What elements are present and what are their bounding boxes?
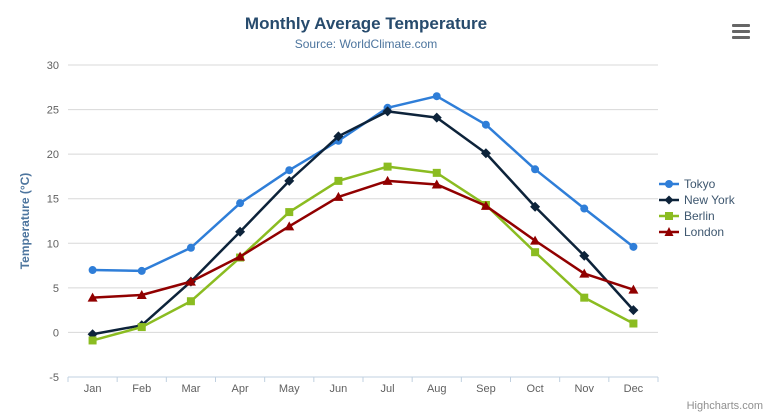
data-point-marker[interactable]	[431, 179, 442, 189]
data-point-marker[interactable]	[284, 221, 295, 231]
data-point-marker[interactable]	[285, 208, 294, 217]
x-axis-label: Nov	[574, 383, 594, 395]
x-axis-label: Oct	[527, 383, 544, 395]
data-point-marker[interactable]	[333, 131, 344, 142]
x-axis-label: May	[279, 383, 300, 395]
data-point-marker[interactable]	[382, 175, 393, 185]
data-point-marker[interactable]	[432, 168, 441, 177]
x-axis-label: Aug	[427, 383, 447, 395]
chart-subtitle: Source: WorldClimate.com	[294, 37, 438, 51]
data-point-marker[interactable]	[580, 293, 589, 302]
data-point-marker[interactable]	[629, 319, 638, 328]
hamburger-icon	[732, 29, 750, 33]
square-legend-marker-icon	[659, 212, 679, 220]
data-point-marker[interactable]	[530, 235, 541, 245]
data-point-marker[interactable]	[87, 292, 98, 302]
y-axis-label: 10	[47, 238, 59, 250]
y-axis-label: 0	[53, 327, 59, 339]
data-point-marker[interactable]	[629, 242, 638, 251]
y-axis-label: 15	[47, 194, 59, 206]
data-point-marker[interactable]	[531, 248, 540, 257]
data-point-marker[interactable]	[88, 266, 97, 275]
legend-item-label: London	[684, 225, 725, 239]
x-axis-label: Mar	[181, 383, 200, 395]
data-point-marker[interactable]	[382, 106, 393, 117]
y-axis-label: -5	[49, 372, 59, 384]
legend-item-berlin[interactable]: Berlin	[659, 208, 735, 224]
legend-item-tokyo[interactable]: Tokyo	[659, 176, 735, 192]
x-axis-label: Feb	[132, 383, 151, 395]
data-point-marker[interactable]	[628, 284, 639, 294]
data-point-marker[interactable]	[284, 175, 295, 186]
data-point-marker[interactable]	[186, 297, 195, 306]
legend: Tokyo New York Berlin London	[659, 176, 735, 240]
data-point-marker[interactable]	[579, 250, 590, 261]
y-axis-title: Temperature (°C)	[18, 172, 32, 270]
x-axis-label: Apr	[232, 383, 249, 395]
data-point-marker[interactable]	[628, 305, 639, 316]
triangle-legend-marker-icon	[659, 227, 679, 236]
data-point-marker[interactable]	[530, 201, 541, 212]
chart-title: Monthly Average Temperature	[244, 14, 488, 33]
y-axis-label: 5	[53, 283, 59, 295]
hamburger-icon	[732, 35, 750, 39]
data-point-marker[interactable]	[186, 243, 195, 252]
hamburger-icon	[732, 23, 750, 27]
data-point-marker[interactable]	[334, 176, 343, 185]
y-axis-label: 25	[47, 105, 59, 117]
series-line-new-york	[92, 110, 635, 336]
data-point-marker[interactable]	[481, 120, 490, 129]
legend-item-new-york[interactable]: New York	[659, 192, 735, 208]
legend-item-label: New York	[684, 193, 735, 207]
x-axis-label: Sep	[476, 383, 496, 395]
series-line-london	[92, 179, 634, 299]
data-point-marker[interactable]	[480, 200, 491, 210]
legend-item-label: Tokyo	[684, 177, 716, 191]
data-point-marker[interactable]	[235, 226, 246, 237]
data-point-marker[interactable]	[137, 323, 146, 332]
data-point-marker[interactable]	[185, 276, 196, 286]
data-point-marker[interactable]	[88, 336, 97, 345]
data-point-marker[interactable]	[137, 266, 146, 275]
series-line-berlin	[92, 165, 634, 342]
data-point-marker[interactable]	[136, 289, 147, 299]
credits-link[interactable]: Highcharts.com	[686, 400, 763, 412]
x-axis-label: Jul	[381, 383, 395, 395]
data-point-marker[interactable]	[580, 204, 589, 213]
diamond-legend-marker-icon	[659, 195, 679, 205]
x-axis-label: Jan	[84, 383, 102, 395]
data-point-marker[interactable]	[236, 199, 245, 208]
data-point-marker[interactable]	[579, 268, 590, 278]
data-point-marker[interactable]	[480, 148, 491, 159]
data-point-marker[interactable]	[285, 166, 294, 175]
series-line-tokyo	[92, 94, 635, 273]
y-axis-label: 30	[47, 60, 59, 72]
data-point-marker[interactable]	[235, 251, 246, 261]
data-point-marker[interactable]	[431, 112, 442, 123]
data-point-marker[interactable]	[531, 165, 540, 174]
y-axis-label: 20	[47, 149, 59, 161]
data-point-marker[interactable]	[432, 92, 441, 101]
data-point-marker[interactable]	[383, 162, 392, 171]
legend-item-london[interactable]: London	[659, 224, 735, 240]
x-axis-label: Jun	[330, 383, 348, 395]
x-axis-label: Dec	[624, 383, 644, 395]
legend-item-label: Berlin	[684, 209, 715, 223]
circle-legend-marker-icon	[659, 180, 679, 188]
export-menu-button[interactable]	[731, 20, 755, 42]
data-point-marker[interactable]	[333, 191, 344, 201]
